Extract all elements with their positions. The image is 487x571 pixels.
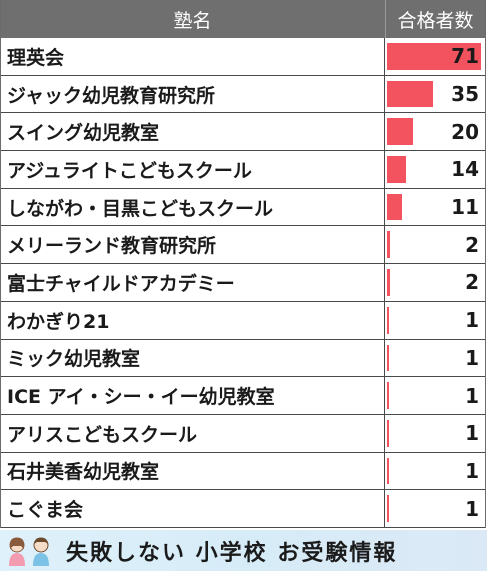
pass-count-bar (387, 419, 389, 447)
pass-count-cell: 35 (384, 75, 485, 113)
banner-text: 失敗しない 小学校 お受験情報 (66, 540, 398, 566)
pass-count-value: 71 (451, 44, 479, 69)
pass-count-bar (387, 269, 390, 296)
pass-count-bar (387, 495, 389, 522)
table-row: ICE アイ・シー・イー幼児教室 1 (1, 377, 485, 415)
pass-count-bar (387, 193, 402, 221)
school-name: メリーランド教育研究所 (7, 235, 217, 258)
pass-count-cell: 1 (384, 377, 485, 414)
school-name: ICE アイ・シー・イー幼児教室 (7, 386, 275, 409)
table-row: しながわ・目黒こどもスクール 11 (1, 188, 485, 227)
pass-count-cell: 1 (384, 301, 485, 339)
school-name: スイング幼児教室 (7, 122, 160, 145)
table-row: こぐま会 1 (1, 490, 485, 528)
school-name: ジャック幼児教育研究所 (7, 84, 216, 107)
boy-icon (33, 537, 49, 566)
pass-count-cell: 14 (384, 151, 485, 188)
pass-count-value: 11 (451, 195, 479, 220)
table-row: わかぎり21 1 (1, 301, 485, 340)
header-school-name: 塾名 (173, 9, 212, 32)
table-row: アジュライトこどもスクール 14 (1, 151, 485, 189)
table-body: 理英会 71 ジャック幼児教育研究所 35 スイング幼児教室 20 アジュライトこどもスクー… (1, 38, 485, 528)
girl-icon (9, 537, 25, 566)
pass-count-value: 14 (451, 157, 479, 182)
pass-count-cell: 11 (384, 188, 485, 226)
school-name: 富士チャイルドアカデミー (7, 272, 235, 295)
pass-count-cell: 2 (384, 226, 485, 264)
pass-count-value: 35 (451, 82, 479, 107)
school-name: わかぎり21 (7, 310, 110, 333)
pass-count-value: 1 (465, 308, 479, 333)
school-name: アジュライトこどもスクール (7, 159, 252, 182)
table-header: 塾名 合格者数 (1, 0, 485, 38)
pass-count-cell: 20 (384, 113, 485, 151)
pass-count-value: 20 (451, 119, 479, 144)
pass-count-value: 1 (465, 345, 479, 370)
pass-count-bar (387, 306, 389, 334)
pass-count-bar (387, 43, 481, 70)
pass-count-bar (387, 118, 413, 146)
pass-count-value: 2 (465, 232, 479, 257)
ranking-table: 塾名 合格者数 理英会 71 ジャック幼児教育研究所 35 スイング幼児教室 20 アジュラ… (0, 0, 486, 528)
pass-count-cell: 1 (384, 339, 485, 377)
footer-banner: 失敗しない 小学校 お受験情報 (0, 530, 487, 571)
table-row: アリスこどもスクール 1 (1, 414, 485, 453)
pass-count-cell: 71 (384, 38, 485, 75)
school-name: ミック幼児教室 (7, 348, 141, 371)
pass-count-cell: 2 (384, 264, 485, 301)
header-pass-count: 合格者数 (385, 0, 485, 38)
pass-count-cell: 1 (384, 490, 485, 527)
pass-count-value: 1 (465, 458, 479, 483)
pass-count-value: 1 (465, 383, 479, 408)
table-row: 石井美香幼児教室 1 (1, 452, 485, 491)
pass-count-cell: 1 (384, 414, 485, 452)
table-row: スイング幼児教室 20 (1, 113, 485, 152)
table-row: メリーランド教育研究所 2 (1, 226, 485, 265)
pass-count-value: 1 (465, 421, 479, 446)
pass-count-value: 1 (465, 496, 479, 521)
table-row: ジャック幼児教育研究所 35 (1, 75, 485, 114)
school-name: しながわ・目黒こどもスクール (7, 197, 274, 220)
table-row: 富士チャイルドアカデミー 2 (1, 264, 485, 302)
school-name: 石井美香幼児教室 (7, 461, 160, 484)
pass-count-bar (387, 156, 406, 183)
pass-count-bar (387, 231, 390, 259)
pass-count-bar (387, 457, 389, 485)
table-row: ミック幼児教室 1 (1, 339, 485, 378)
pass-count-bar (387, 382, 389, 409)
school-name: こぐま会 (7, 499, 84, 522)
footer-illustration (0, 530, 60, 571)
pass-count-bar (387, 344, 389, 372)
school-name: アリスこどもスクール (7, 423, 198, 446)
pass-count-bar (387, 80, 433, 108)
pass-count-value: 2 (465, 270, 479, 295)
pass-count-cell: 1 (384, 452, 485, 490)
school-name: 理英会 (7, 46, 65, 69)
table-row: 理英会 71 (1, 38, 485, 76)
